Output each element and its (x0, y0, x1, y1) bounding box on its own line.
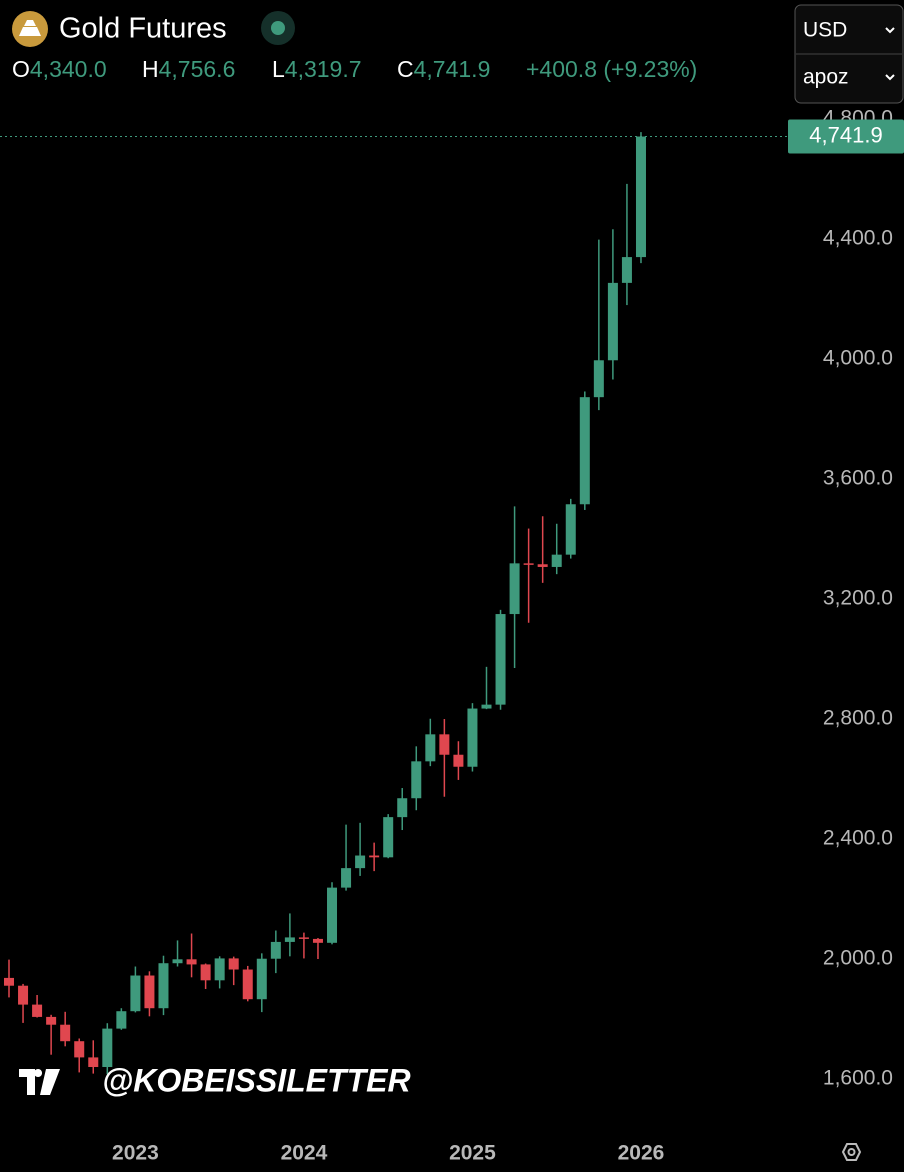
candle-body (4, 977, 14, 986)
o-value: 4,340.0 (30, 56, 107, 82)
candle-body (635, 136, 646, 258)
candle-body (509, 563, 520, 615)
candle-body (102, 1028, 113, 1068)
last-price-label: 4,741.9 (809, 122, 882, 147)
candle-body (355, 855, 366, 869)
candle-body (116, 1011, 127, 1029)
y-tick-label: 3,600.0 (823, 467, 893, 490)
candle-body (46, 1016, 57, 1025)
candle-body (523, 563, 534, 565)
candle-body (214, 958, 225, 981)
h-value: 4,756.6 (159, 56, 236, 82)
l-label: L (272, 56, 285, 82)
last-price-badge (788, 119, 904, 154)
candle-body (18, 985, 29, 1005)
candle-body (397, 798, 408, 818)
change: +400.8 (+9.23%) (526, 56, 697, 82)
candle-body (60, 1024, 71, 1042)
l-value: 4,319.7 (285, 56, 362, 82)
candle-body (32, 1004, 43, 1017)
candle-body (228, 958, 239, 970)
candle-body (341, 868, 352, 888)
candle-body (439, 734, 450, 755)
unit-select[interactable]: apoz (803, 66, 849, 89)
candle-body (467, 708, 478, 767)
candle-body (242, 969, 253, 1000)
ohlc-line: O4,340.0 H4,756.6 L4,319.7 C4,741.9 +400… (12, 56, 697, 82)
candle-body (607, 282, 618, 361)
x-tick-label: 2024 (281, 1142, 328, 1165)
y-tick-label: 4,400.0 (823, 227, 893, 250)
candle-body (158, 963, 169, 1009)
candle-body (74, 1041, 85, 1058)
candle-body (411, 761, 422, 799)
gold-bars (19, 20, 41, 36)
y-tick-label: 4,000.0 (823, 347, 893, 370)
watermark: @KOBEISSILETTER (102, 1062, 411, 1098)
candle-body (369, 855, 380, 858)
c-label: C (397, 56, 414, 82)
candle-body (425, 734, 436, 762)
settings-dot (847, 1148, 856, 1156)
y-tick-label: 2,000.0 (823, 947, 893, 970)
y-tick-label: 2,400.0 (823, 827, 893, 850)
x-tick-label: 2023 (112, 1142, 159, 1165)
candle-body (579, 397, 590, 505)
o-label: O (12, 56, 30, 82)
candle-body (270, 941, 281, 959)
candle-body (383, 817, 394, 858)
y-tick-label: 3,200.0 (823, 587, 893, 610)
candle-body (593, 360, 604, 398)
y-tick-label: 2,800.0 (823, 707, 893, 730)
candle-body (256, 958, 267, 1000)
candle-body (621, 257, 632, 283)
candle-body (186, 959, 197, 965)
candle-body (551, 554, 562, 567)
x-tick-label: 2026 (618, 1142, 665, 1165)
candle-body (453, 754, 464, 767)
candle-body (327, 887, 338, 943)
chevrons (885, 27, 895, 81)
candle-body (284, 937, 295, 942)
candle-body (312, 938, 323, 943)
chart-title: Gold Futures (59, 13, 227, 45)
candle-body (200, 964, 211, 981)
c-value: 4,741.9 (414, 56, 491, 82)
y-tick-label: 1,600.0 (823, 1067, 893, 1090)
candle-body (481, 704, 492, 709)
candle-body (88, 1057, 99, 1068)
x-tick-label: 2025 (449, 1142, 496, 1165)
candle-body (172, 959, 183, 964)
candle-body (537, 564, 548, 567)
candle-body (130, 975, 141, 1012)
settings-icon[interactable] (841, 1143, 862, 1161)
tv-logo (19, 1069, 60, 1095)
candle-body (144, 975, 155, 1009)
h-label: H (142, 56, 159, 82)
candle-body (298, 937, 309, 939)
currency-select[interactable]: USD (803, 19, 847, 42)
candle-body (495, 614, 506, 705)
status-dot (271, 21, 285, 35)
candle-body (565, 504, 576, 555)
